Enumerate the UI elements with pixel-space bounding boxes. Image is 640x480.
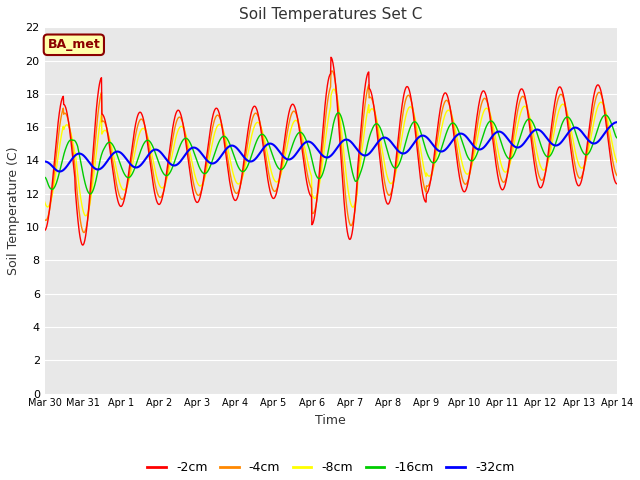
Legend: -2cm, -4cm, -8cm, -16cm, -32cm: -2cm, -4cm, -8cm, -16cm, -32cm — [142, 456, 519, 479]
Title: Soil Temperatures Set C: Soil Temperatures Set C — [239, 7, 422, 22]
Y-axis label: Soil Temperature (C): Soil Temperature (C) — [7, 146, 20, 275]
X-axis label: Time: Time — [316, 414, 346, 427]
Text: BA_met: BA_met — [47, 38, 100, 51]
